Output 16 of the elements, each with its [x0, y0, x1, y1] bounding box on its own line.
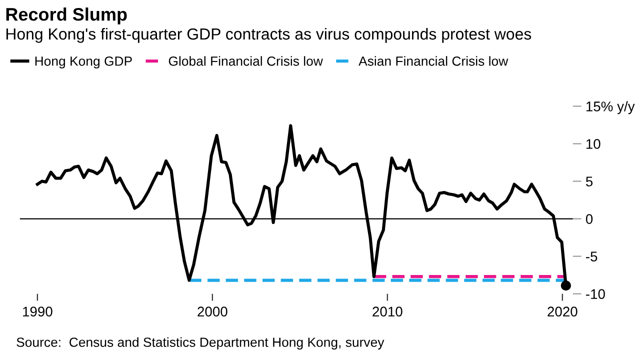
y-tick-label: -5 — [586, 252, 598, 262]
y-tick-label: -10 — [586, 289, 605, 299]
legend-label: Hong Kong GDP — [35, 56, 132, 68]
y-tick-label: 15% y/y — [586, 101, 635, 114]
y-tick-label: 10 — [586, 139, 600, 149]
x-tick-label: 2000 — [198, 306, 228, 317]
legend-label: Global Financial Crisis low — [168, 56, 323, 66]
chart-title: Record Slump — [6, 8, 127, 24]
x-tick-label: 2020 — [548, 306, 578, 317]
legend-label: Asian Financial Crisis low — [358, 56, 508, 66]
chart-subtitle: Hong Kong's first-quarter GDP contracts as virus compounds protest woes — [6, 28, 532, 43]
y-tick-label: 5 — [586, 176, 593, 186]
x-tick-label: 2010 — [372, 306, 402, 317]
x-tick-label: 1990 — [23, 306, 52, 317]
source-note: Source: Census and Statistics Department Hong Kong, survey — [16, 337, 384, 350]
y-tick-label: 0 — [586, 214, 593, 224]
